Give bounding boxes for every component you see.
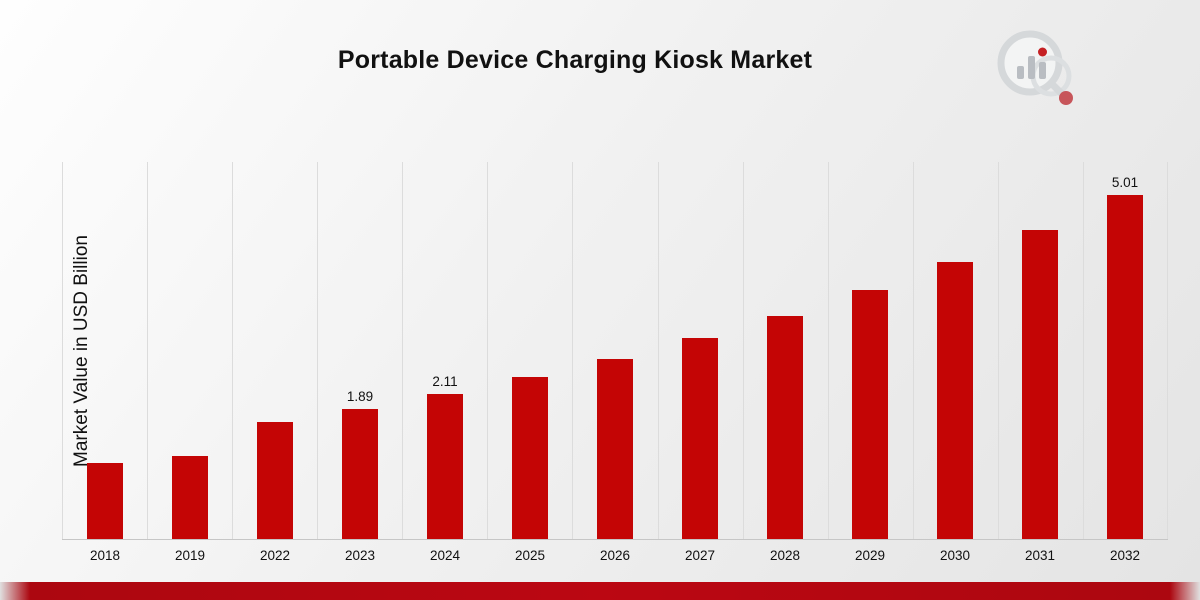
gridline bbox=[232, 162, 233, 539]
bar bbox=[1022, 230, 1058, 539]
x-tick-label: 2022 bbox=[259, 548, 291, 563]
gridline bbox=[1167, 162, 1168, 539]
bar bbox=[1107, 195, 1143, 539]
bar bbox=[257, 422, 293, 539]
x-tick-label: 2028 bbox=[769, 548, 801, 563]
gridline bbox=[62, 162, 63, 539]
gridline bbox=[317, 162, 318, 539]
gridline bbox=[998, 162, 999, 539]
bar bbox=[427, 394, 463, 539]
gridline bbox=[402, 162, 403, 539]
bar bbox=[512, 377, 548, 539]
chart-title: Portable Device Charging Kiosk Market bbox=[337, 46, 813, 74]
x-tick-label: 2026 bbox=[599, 548, 631, 563]
bar-value-label: 2.11 bbox=[432, 374, 458, 389]
gridline bbox=[913, 162, 914, 539]
gridline bbox=[743, 162, 744, 539]
gridline bbox=[572, 162, 573, 539]
bar bbox=[597, 359, 633, 539]
x-tick-label: 2032 bbox=[1109, 548, 1141, 563]
gridline bbox=[658, 162, 659, 539]
gridline bbox=[1083, 162, 1084, 539]
x-tick-label: 2031 bbox=[1024, 548, 1056, 563]
bar bbox=[172, 456, 208, 539]
footer-accent-band bbox=[0, 582, 1200, 600]
x-tick-label: 2023 bbox=[344, 548, 376, 563]
bar bbox=[937, 262, 973, 539]
bar-value-label: 5.01 bbox=[1111, 175, 1139, 190]
x-tick-label: 2024 bbox=[429, 548, 461, 563]
x-tick-label: 2027 bbox=[684, 548, 716, 563]
bar bbox=[767, 316, 803, 539]
bar-value-label: 1.89 bbox=[346, 389, 374, 404]
magnifier-bar-chart-logo-icon bbox=[988, 26, 1084, 112]
x-tick-label: 2029 bbox=[854, 548, 886, 563]
bar bbox=[682, 338, 718, 539]
bar bbox=[342, 409, 378, 539]
gridline bbox=[487, 162, 488, 539]
x-tick-label: 2018 bbox=[89, 548, 121, 563]
gridline bbox=[828, 162, 829, 539]
x-tick-label: 2030 bbox=[939, 548, 971, 563]
x-tick-label: 2025 bbox=[514, 548, 546, 563]
bar bbox=[852, 290, 888, 539]
bar bbox=[87, 463, 123, 539]
x-tick-label: 2019 bbox=[174, 548, 206, 563]
plot-area: 2018 2019 2022 1.89 2023 2.11 2024 2025 2026 2027… bbox=[62, 162, 1168, 563]
gridline bbox=[147, 162, 148, 539]
